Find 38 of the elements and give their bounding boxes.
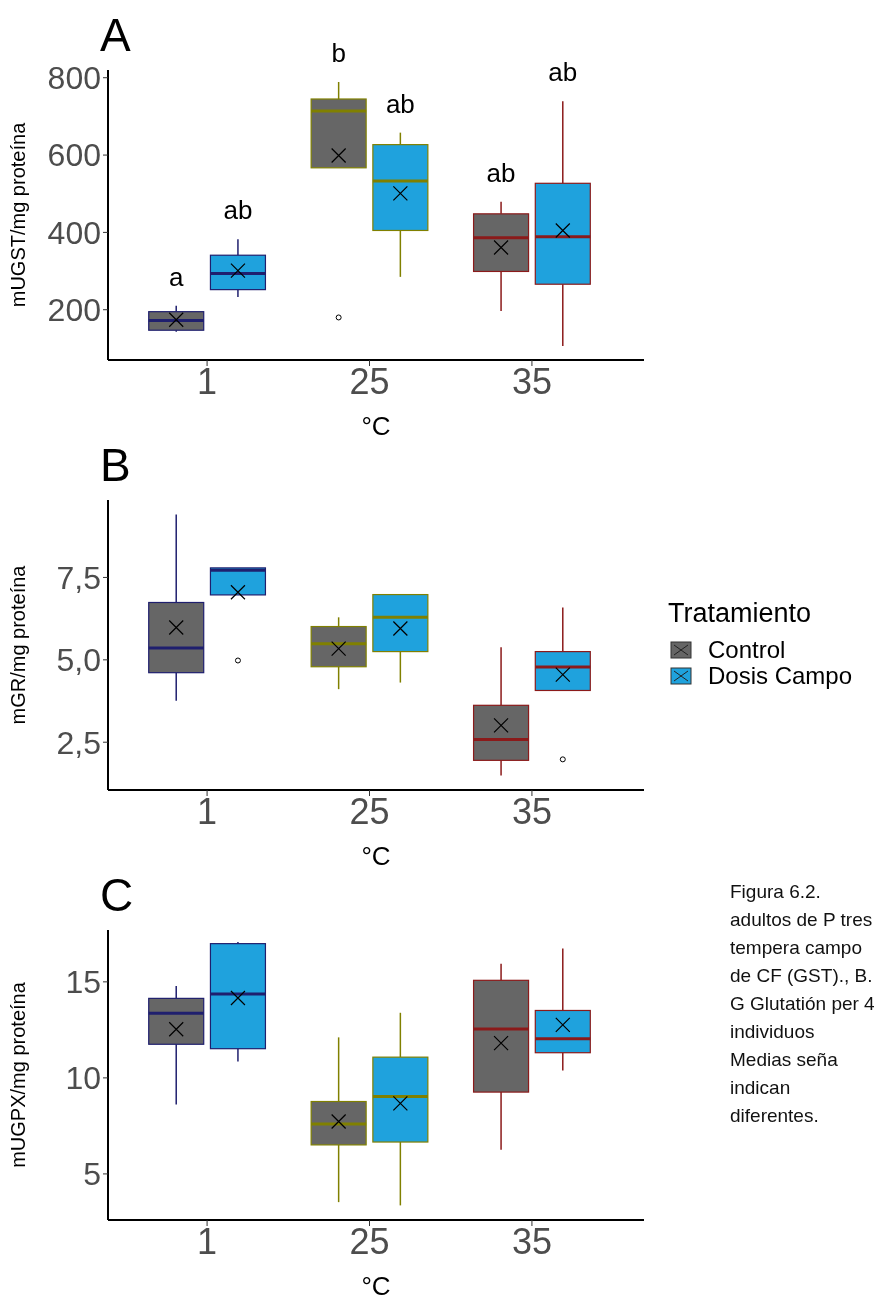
y-tick-label: 600: [47, 137, 101, 174]
chart-title: C: [100, 869, 134, 921]
x-tick-label: 25: [349, 790, 390, 832]
y-tick-label: 15: [65, 964, 101, 1001]
x-axis-title: °C: [361, 411, 391, 441]
annotation: ab: [384, 88, 416, 119]
x-tick-label: 1: [197, 790, 218, 832]
y-tick-label: 800: [47, 60, 101, 97]
legend-label: Dosis Campo: [708, 662, 853, 689]
x-tick-label: 25: [349, 1220, 390, 1262]
y-tick-label: 7,5: [56, 559, 101, 596]
x-tick-label: 35: [511, 790, 552, 832]
chart-title: B: [100, 439, 131, 491]
chart-title: A: [100, 9, 131, 61]
y-tick-label: 5,0: [56, 642, 101, 679]
y-axis-title: mUGPX/mg proteína: [7, 981, 30, 1168]
y-tick-label: 2,5: [56, 724, 101, 761]
y-tick-label: 200: [47, 292, 101, 329]
x-tick-label: 25: [349, 360, 390, 402]
text: b: [330, 37, 347, 68]
x-tick-label: 1: [197, 360, 218, 402]
annotation: ab: [222, 195, 254, 226]
x-axis-title: °C: [361, 1271, 391, 1301]
annotation: ab: [547, 57, 579, 88]
y-tick-label: 400: [47, 214, 101, 251]
text: Figura 6.2. adultos de P tres tempera campo de CF (GST)., B. G Glutatión per 4 individuos Medias seña indican diferentes.: [730, 881, 875, 1126]
legend-title: Tratamiento: [668, 598, 813, 629]
x-tick-label: 35: [511, 1220, 552, 1262]
y-tick-label: 10: [65, 1060, 101, 1097]
x-tick-label: 35: [511, 360, 552, 402]
annotation: ab: [485, 157, 517, 188]
legend-label: Control: [708, 636, 786, 663]
y-axis-title: mGR/mg proteína: [7, 564, 30, 725]
y-axis-title: mUGST/mg proteína: [7, 121, 30, 308]
x-tick-label: 1: [197, 1220, 218, 1262]
y-tick-label: 5: [83, 1156, 101, 1193]
annotation: a: [167, 261, 185, 292]
x-axis-title: °C: [361, 841, 391, 871]
